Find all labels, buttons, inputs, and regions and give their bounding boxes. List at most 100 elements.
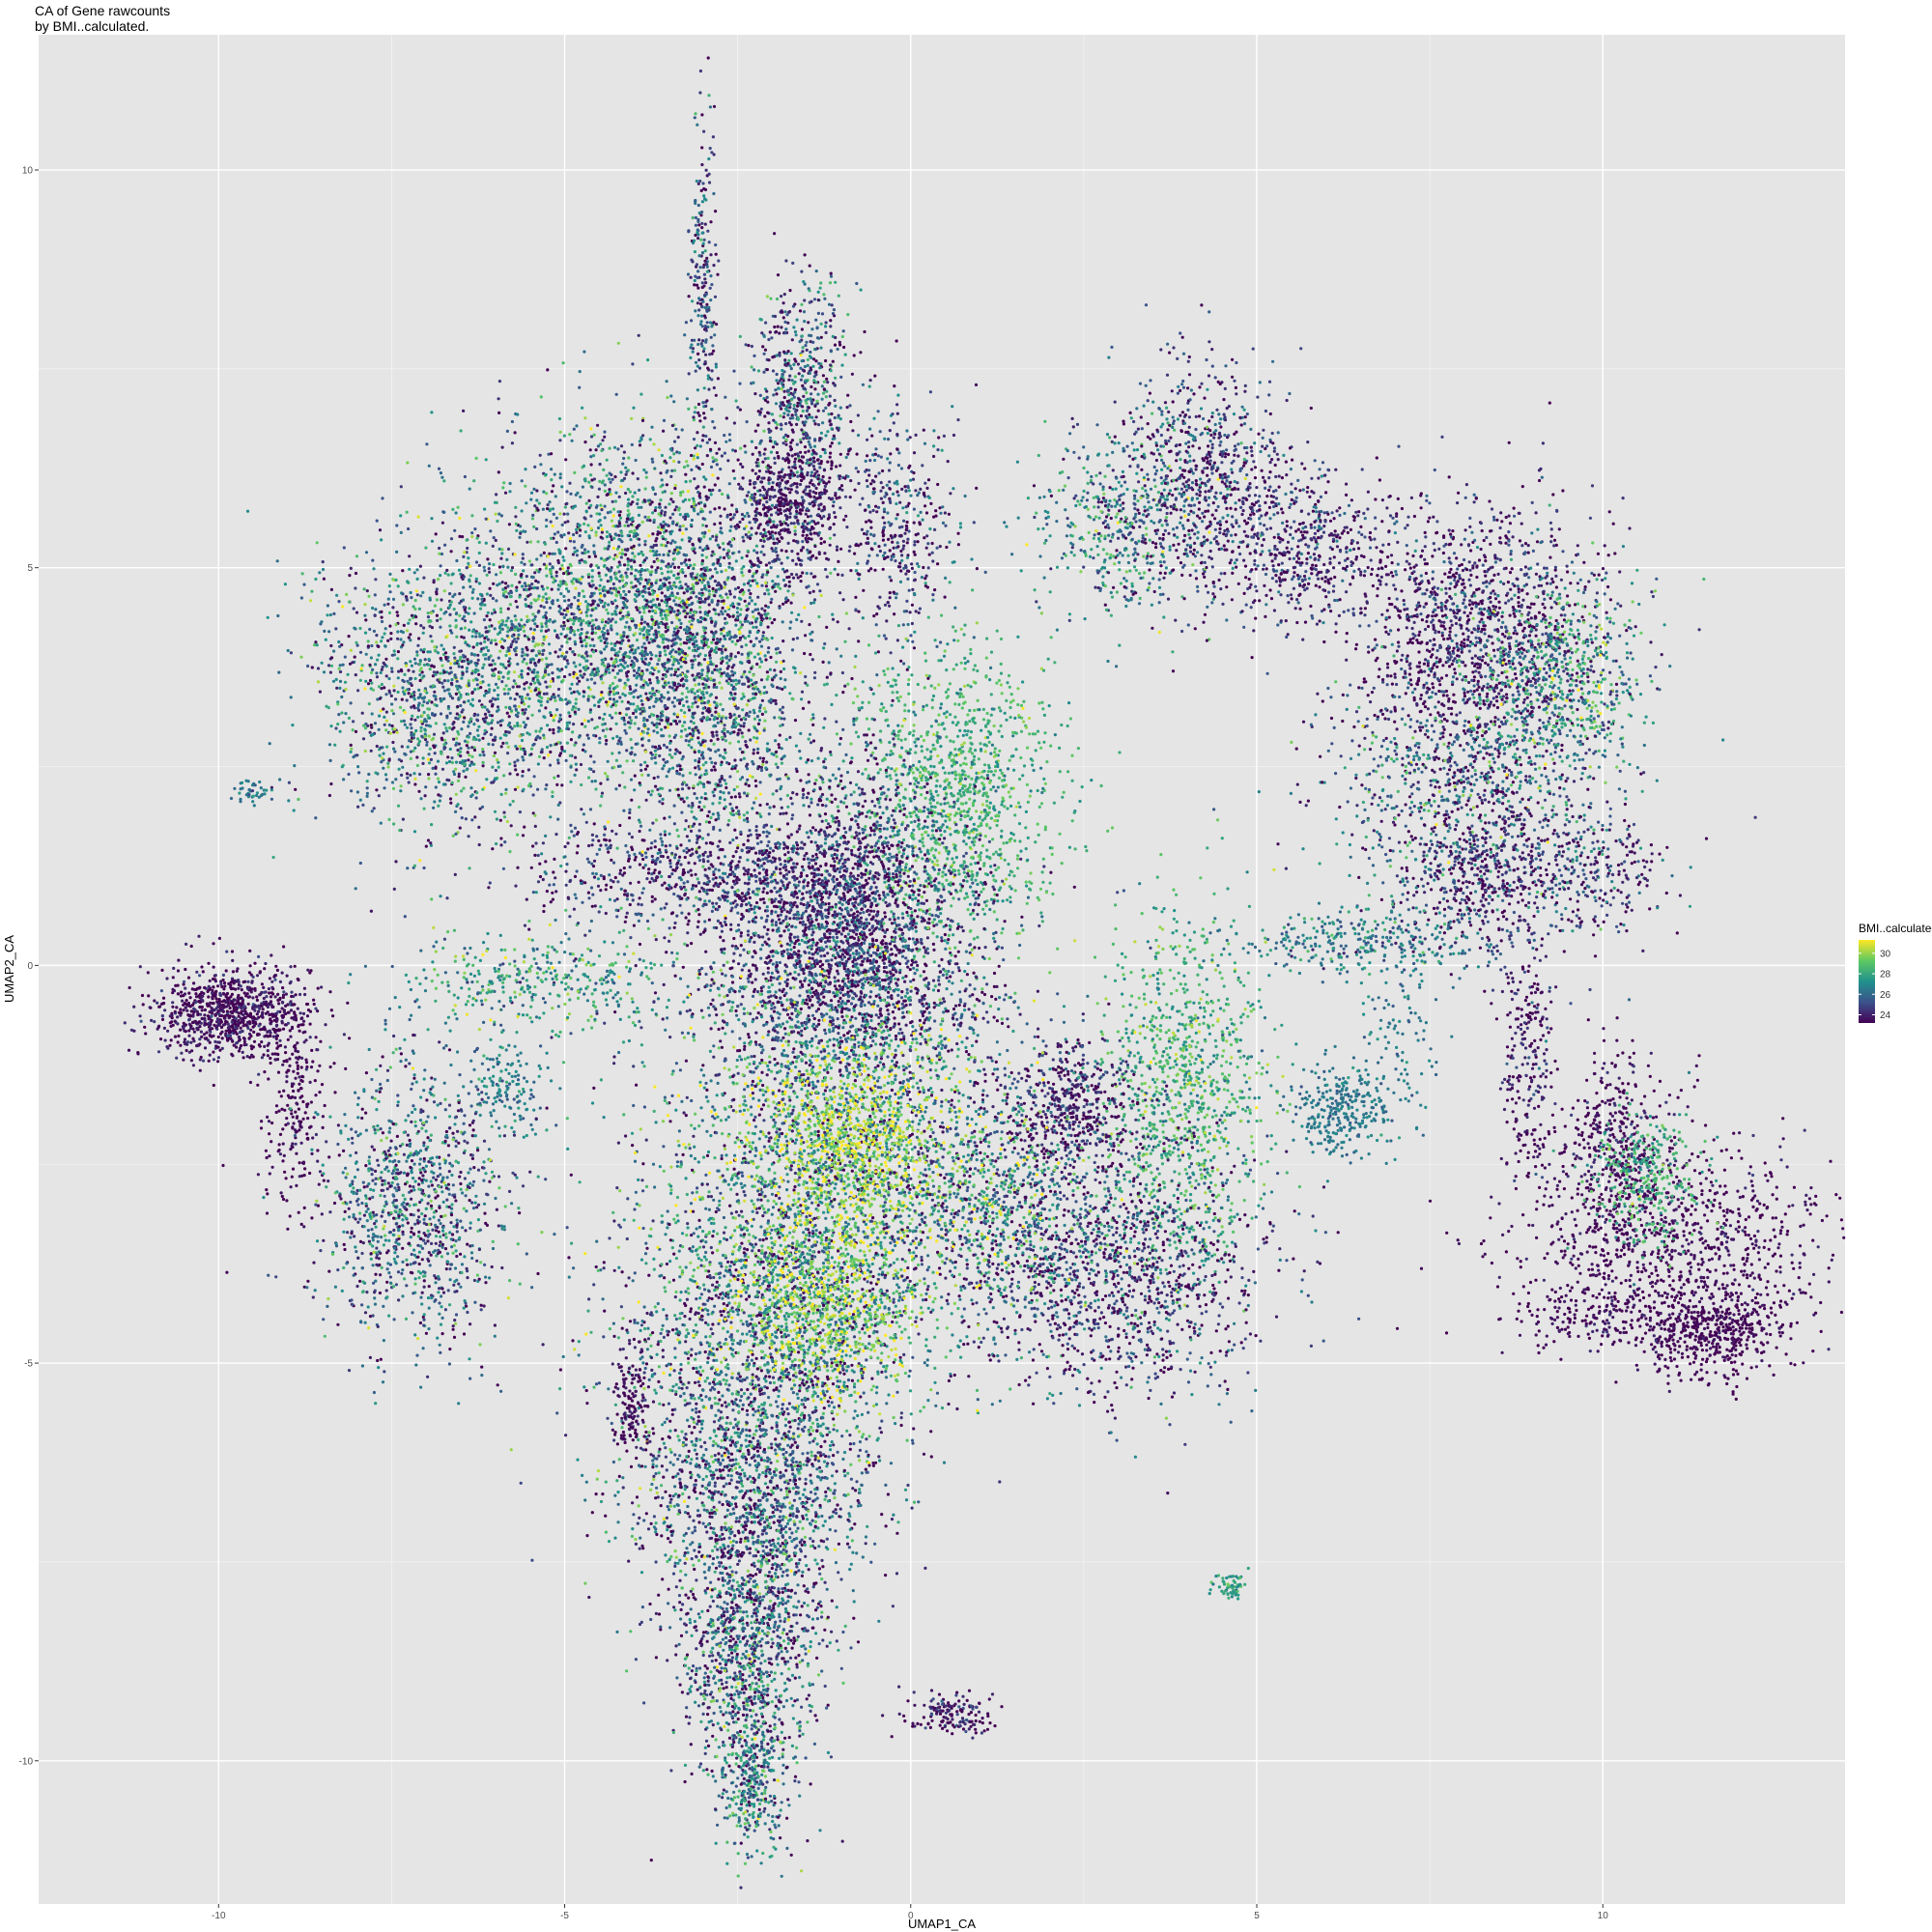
data-point (423, 1286, 426, 1289)
data-point (494, 697, 497, 700)
data-point (310, 1216, 313, 1219)
data-point (418, 740, 421, 743)
data-point (414, 977, 417, 980)
data-point (215, 1000, 218, 1003)
data-point (446, 1252, 449, 1255)
data-point (365, 551, 368, 554)
data-point (424, 785, 427, 788)
data-point (225, 1030, 228, 1033)
data-point (500, 1031, 503, 1034)
data-point (441, 1226, 444, 1229)
data-point (448, 1193, 451, 1196)
data-point (579, 669, 582, 672)
data-point (375, 1264, 378, 1266)
data-point (419, 1095, 422, 1098)
data-point (517, 785, 520, 788)
data-point (388, 625, 391, 628)
data-point (164, 1038, 167, 1041)
data-point (170, 1038, 173, 1041)
data-point (385, 746, 388, 749)
data-point (438, 1231, 440, 1234)
data-point (452, 1252, 455, 1255)
data-point (465, 1194, 468, 1197)
data-point (388, 611, 391, 614)
data-point (488, 1180, 491, 1183)
data-point (513, 724, 516, 727)
data-point (451, 1132, 454, 1135)
data-point (470, 762, 473, 765)
data-point (378, 685, 381, 688)
data-point (360, 1303, 363, 1306)
data-point (253, 987, 256, 990)
data-point (405, 1259, 408, 1262)
data-point (344, 681, 347, 684)
data-point (350, 1183, 353, 1186)
data-point (344, 656, 347, 659)
data-point (745, 605, 748, 608)
data-point (276, 1010, 279, 1013)
data-point (269, 1030, 271, 1033)
data-point (310, 1100, 313, 1103)
data-point (696, 977, 699, 980)
data-point (406, 461, 409, 464)
data-point (430, 1242, 433, 1245)
data-point (564, 932, 567, 935)
data-point (502, 1228, 505, 1231)
data-point (238, 792, 241, 795)
data-point (370, 656, 373, 659)
data-point (453, 646, 456, 649)
data-point (481, 1080, 484, 1083)
data-point (260, 1120, 263, 1122)
data-point (435, 1242, 438, 1245)
data-point (497, 1186, 500, 1189)
data-point (275, 1018, 278, 1021)
data-point (486, 708, 489, 711)
data-point (516, 1054, 519, 1057)
data-point (417, 1231, 420, 1234)
data-point (381, 1183, 384, 1186)
data-point (464, 626, 467, 629)
data-point (276, 559, 279, 562)
data-point (504, 582, 507, 584)
data-point (385, 1295, 388, 1298)
data-point (256, 791, 259, 794)
data-point (293, 1018, 296, 1021)
data-point (481, 667, 484, 669)
data-point (446, 660, 449, 663)
data-point (538, 1065, 541, 1067)
data-point (261, 982, 264, 985)
data-point (298, 1161, 301, 1164)
data-point (361, 1280, 364, 1283)
data-point (574, 504, 577, 507)
data-point (627, 960, 630, 963)
data-point (454, 1239, 457, 1242)
data-point (435, 532, 438, 535)
data-point (269, 1057, 271, 1060)
data-point (539, 1067, 542, 1070)
data-point (413, 1073, 416, 1076)
data-point (392, 730, 395, 733)
data-point (299, 1011, 302, 1014)
data-point (505, 595, 508, 598)
data-point (463, 1208, 466, 1210)
data-point (486, 722, 489, 724)
data-point (413, 1223, 416, 1226)
data-point (211, 991, 213, 994)
data-point (413, 719, 416, 722)
data-point (379, 1252, 382, 1255)
data-point (462, 1085, 465, 1088)
data-point (448, 726, 451, 729)
data-point (507, 677, 510, 680)
data-point (450, 682, 453, 685)
data-point (434, 1249, 437, 1252)
data-point (375, 1108, 378, 1111)
data-point (476, 992, 479, 995)
data-point (430, 517, 433, 520)
data-point (427, 1160, 430, 1163)
data-point (520, 988, 523, 991)
data-point (268, 1132, 270, 1135)
data-point (557, 720, 560, 723)
data-point (451, 1233, 454, 1236)
data-point (378, 794, 381, 797)
data-point (216, 984, 219, 987)
